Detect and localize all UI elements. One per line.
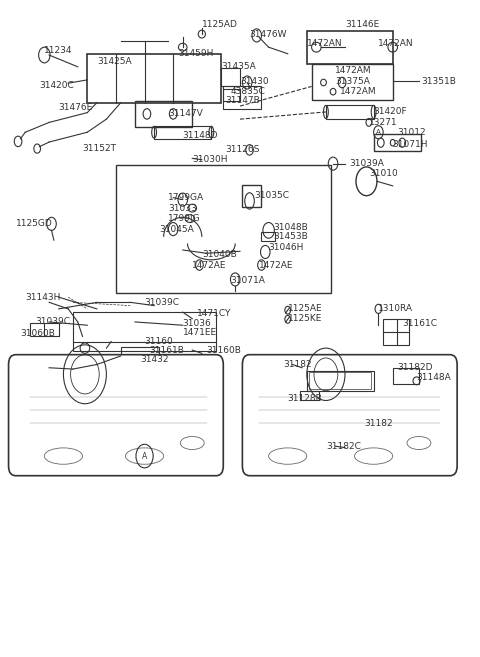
Text: 31071A: 31071A [230,276,265,285]
Text: 31160B: 31160B [206,346,241,355]
Bar [154,125,211,139]
Text: 31432: 31432 [140,355,168,364]
Text: 31128B: 31128B [288,394,323,403]
Text: 31182D: 31182D [397,363,433,373]
Text: 31459H: 31459H [178,49,213,58]
Bar [262,232,275,242]
Text: 31182: 31182 [283,360,312,369]
Text: 13271: 13271 [369,118,397,127]
Bar [116,165,331,292]
Text: 1125AD: 1125AD [202,20,238,29]
Text: 31375A: 31375A [336,77,370,85]
Bar [312,64,393,99]
Text: 1472AN: 1472AN [307,39,342,49]
Text: 31161B: 31161B [149,346,184,355]
Text: 31039A: 31039A [350,159,384,168]
FancyBboxPatch shape [9,355,223,476]
Text: 31039C: 31039C [144,298,180,307]
Text: 31147B: 31147B [226,97,261,105]
Text: 31425A: 31425A [97,57,132,66]
Bar [373,134,421,150]
Text: 1471CY: 1471CY [197,309,231,318]
Bar [307,371,373,391]
Text: A: A [376,129,381,135]
Text: 31476W: 31476W [250,30,287,39]
Bar [309,373,371,390]
Text: 31476E: 31476E [59,103,93,112]
Text: A: A [142,451,147,461]
Text: 31146E: 31146E [345,20,379,29]
Text: 1799JG: 1799JG [168,214,201,223]
Text: 31126S: 31126S [226,145,260,154]
Text: 31182C: 31182C [326,442,361,451]
Text: 1799GA: 1799GA [168,193,204,202]
Text: 31152T: 31152T [83,144,117,153]
FancyBboxPatch shape [242,355,457,476]
Text: 31420F: 31420F [373,107,407,116]
Text: 1125GD: 1125GD [16,219,52,229]
Text: 31048B: 31048B [274,223,308,232]
Bar [30,323,59,336]
Text: 43835C: 43835C [230,87,265,95]
Text: 31045A: 31045A [159,225,193,233]
Text: 31160: 31160 [144,337,173,346]
Bar [393,368,419,384]
Text: 1471EE: 1471EE [183,328,217,337]
Text: 31148A: 31148A [417,373,451,382]
Bar [300,391,319,401]
Text: 31010: 31010 [369,169,397,178]
Bar [120,347,159,355]
Text: 31030H: 31030H [192,155,228,164]
Text: 31060B: 31060B [21,329,55,338]
Bar [326,104,373,119]
Bar [87,54,221,102]
Text: 31046H: 31046H [269,243,304,252]
Text: 31033: 31033 [168,204,197,213]
Text: 31161C: 31161C [402,319,437,328]
Text: 1310RA: 1310RA [378,304,413,313]
Bar [135,101,192,127]
Text: 1125AE: 1125AE [288,304,323,313]
Text: 1472AE: 1472AE [259,261,294,269]
Text: 31435A: 31435A [221,62,256,72]
Text: 31430: 31430 [240,77,269,85]
Text: 1472AN: 1472AN [378,39,414,49]
Bar [242,185,262,208]
Text: 31035C: 31035C [254,191,289,200]
Bar [307,31,393,64]
Bar [223,89,240,101]
Text: 31040B: 31040B [202,250,237,259]
Text: 1125KE: 1125KE [288,313,322,323]
Text: 11234: 11234 [44,46,73,55]
Text: 1472AE: 1472AE [192,261,227,269]
Text: 31351B: 31351B [421,77,456,85]
Text: 31039C: 31039C [35,317,70,327]
Text: 1472AM: 1472AM [336,66,372,75]
Text: 31036: 31036 [183,319,212,328]
Text: 1472AM: 1472AM [340,87,377,96]
Text: 31143H: 31143H [25,292,60,302]
Bar [221,68,240,87]
Text: 31420C: 31420C [39,81,74,89]
Text: 31148D: 31148D [183,131,218,140]
Bar [73,312,216,351]
Text: 31147V: 31147V [168,110,203,118]
Text: 31182: 31182 [364,419,393,428]
Bar [383,319,409,345]
Text: 31453B: 31453B [274,233,308,241]
Text: 31012: 31012 [397,127,426,137]
Bar [223,87,262,109]
Text: 31071H: 31071H [393,139,428,148]
